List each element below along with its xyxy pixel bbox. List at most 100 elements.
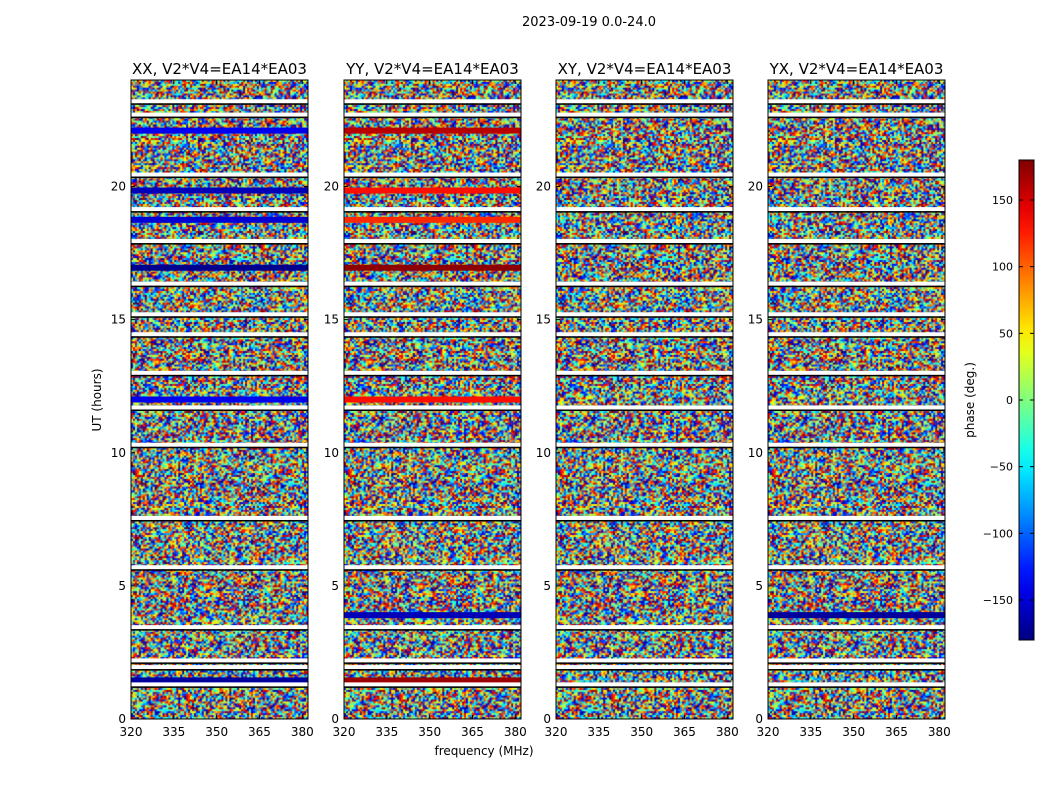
flag-edge [131,662,308,664]
flag-edge [131,629,308,631]
flag-edge [768,285,945,288]
coherent-row [131,127,308,134]
flag-edge [344,243,521,245]
flagged-row [344,99,521,104]
y-tick-label: 20 [324,180,339,194]
panel-2: YY, V2*V4=EA14*EA03 320 335 350 365 380 0 5 10 15… [324,60,527,739]
flag-edge [556,409,733,411]
flag-edge [556,669,733,671]
flagged-row [344,658,521,663]
flag-edge [131,103,308,105]
y-tick-label: 5 [755,579,763,593]
flag-edge [131,211,308,213]
flagged-row [768,515,945,520]
colorbar: −150 −100 −50 0 50 100 150 [983,159,1035,641]
x-tick-label: 335 [799,725,822,739]
panel-title: YX, V2*V4=EA14*EA03 [769,60,944,78]
flag-edge [344,629,521,631]
panel-heatmap [556,80,733,719]
flagged-row [768,281,945,286]
flag-edge [344,662,521,664]
flag-edge [556,446,733,449]
flagged-row [131,442,308,447]
x-tick-label: 320 [757,725,780,739]
flag-edge [131,316,308,318]
flag-edge [131,519,308,522]
flagged-row [768,332,945,337]
colorbar-tick-label: 0 [1006,394,1013,407]
flag-edge [131,336,308,338]
flagged-row [768,682,945,687]
flag-edge [768,446,945,449]
colorbar-tick-label: 150 [992,194,1013,207]
y-tick-label: 0 [543,712,551,726]
colorbar-tick-label: −50 [990,461,1013,474]
x-tick-label: 320 [545,725,568,739]
flagged-row [556,625,733,630]
y-tick-label: 10 [324,446,339,460]
flagged-row [131,515,308,520]
flagged-row [344,625,521,630]
flagged-row [344,207,521,212]
colorbar-tick-label: 100 [992,261,1013,274]
flag-edge [768,336,945,338]
x-tick-label: 365 [461,725,484,739]
flag-edge [556,629,733,631]
flag-edge [344,409,521,411]
flag-edge [556,116,733,119]
flagged-row [768,405,945,410]
flag-edge [344,374,521,377]
flag-edge [768,103,945,105]
x-tick-label: 380 [928,725,951,739]
flagged-row [344,112,521,117]
x-tick-label: 365 [885,725,908,739]
flag-edge [768,669,945,671]
flagged-row [131,207,308,212]
x-tick-label: 335 [375,725,398,739]
x-tick-label: 350 [630,725,653,739]
flag-edge [768,316,945,318]
flagged-row [768,112,945,117]
flag-edge [556,686,733,688]
flagged-row [556,405,733,410]
flag-edge [556,285,733,288]
flag-edge [131,669,308,671]
flag-edge [131,116,308,119]
flag-edge [131,686,308,688]
y-axis-label: UT (hours) [90,368,104,431]
flag-edge [131,374,308,377]
x-tick-label: 320 [333,725,356,739]
flagged-row [556,515,733,520]
flag-edge [131,446,308,449]
coherent-row [344,127,521,134]
y-tick-label: 20 [536,180,551,194]
flagged-row [344,312,521,317]
coherent-row [131,396,308,403]
flag-edge [768,211,945,213]
flagged-row [556,172,733,177]
panel-title: XY, V2*V4=EA14*EA03 [558,60,732,78]
x-tick-label: 335 [162,725,185,739]
y-tick-label: 10 [748,446,763,460]
flagged-row [131,665,308,670]
panel-title: YY, V2*V4=EA14*EA03 [345,60,519,78]
flagged-row [131,332,308,337]
flagged-row [131,312,308,317]
flagged-row [344,239,521,244]
y-tick-label: 15 [536,313,551,327]
flag-edge [768,116,945,119]
flag-edge [344,446,521,449]
panel-4: YX, V2*V4=EA14*EA03 320 335 350 365 380 0 5 10 15… [748,60,951,739]
flag-edge [768,686,945,688]
flagged-row [131,112,308,117]
panel-frame [555,79,734,720]
y-tick-label: 10 [111,446,126,460]
flag-edge [344,285,521,288]
flagged-row [556,658,733,663]
y-tick-label: 20 [111,180,126,194]
flagged-row [131,565,308,570]
colorbar-tick-label: −100 [983,527,1013,540]
flagged-row [768,658,945,663]
flag-edge [556,316,733,318]
flagged-row [556,332,733,337]
